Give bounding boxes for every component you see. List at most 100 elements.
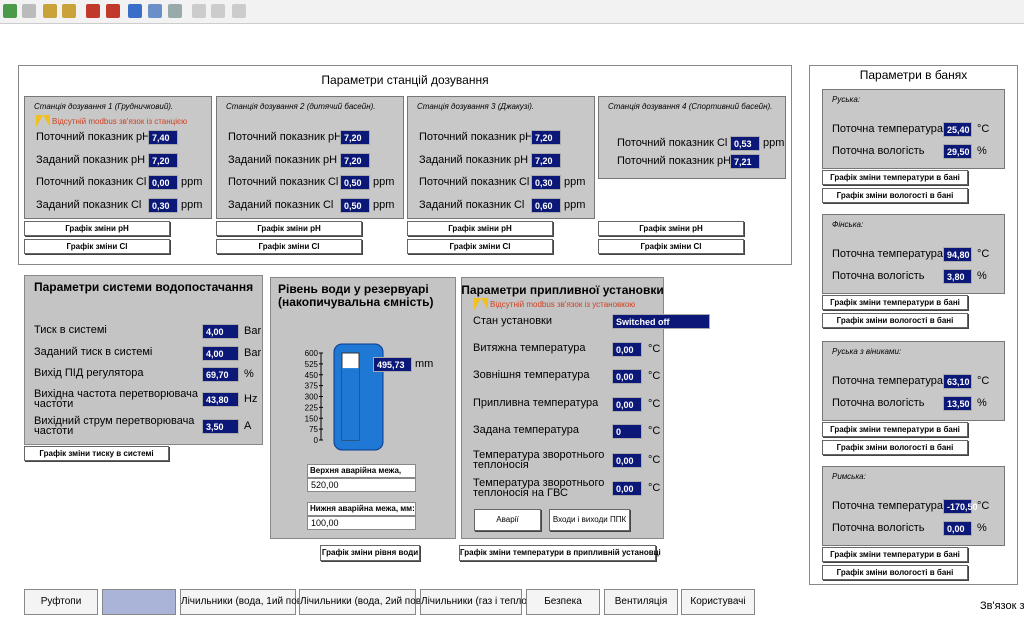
field-value: 0,30 <box>531 175 561 190</box>
field-value: 63,10 <box>943 374 972 389</box>
field-value: 0,00 <box>148 175 178 190</box>
field-value: 0,00 <box>943 521 972 536</box>
chart-button[interactable]: Графік зміни вологості в бані <box>822 565 968 580</box>
field-value: 7,20 <box>148 152 178 168</box>
icon[interactable] <box>106 4 120 18</box>
warning-text: Відсутній modbus зв'язок із станцією <box>52 117 188 126</box>
panel-title: Параметри в банях <box>859 68 968 82</box>
chart-button[interactable]: Графік зміни температури в припливній ус… <box>459 545 661 561</box>
field-label: Поточна температура <box>832 248 943 260</box>
field-unit: °C <box>648 482 661 494</box>
field-unit: Hz <box>244 393 258 405</box>
field-label: Температура зворотнього теплоносія <box>473 449 605 471</box>
icon[interactable] <box>128 4 142 18</box>
field-value: Switched off <box>612 314 710 329</box>
field-label: Заданий показник pH <box>419 153 529 166</box>
field-label: Поточна вологість <box>832 397 925 409</box>
field-unit: Bar <box>244 325 262 337</box>
limit-label: Нижня аварійна межа, мм: <box>307 502 416 516</box>
chart-button[interactable]: Графік зміни Cl <box>598 239 744 254</box>
field-unit: % <box>977 397 987 409</box>
icon[interactable] <box>192 4 206 18</box>
status-text: Зв'язок з <box>980 600 1024 612</box>
chart-button[interactable]: Графік зміни вологості в бані <box>822 313 968 328</box>
icon[interactable] <box>86 4 100 18</box>
icon[interactable] <box>3 4 17 18</box>
nav-button[interactable]: Лічильники (газ і тепло) <box>420 589 530 615</box>
icon[interactable] <box>148 4 162 18</box>
field-value: 43,80 <box>202 392 239 407</box>
nav-button[interactable]: Руфтопи <box>24 589 98 615</box>
chart-button[interactable]: Графік зміни температури в бані <box>822 170 968 185</box>
field-label: Вихід ПІД регулятора <box>34 367 144 379</box>
field-value: 7,20 <box>531 130 561 145</box>
warning-icon <box>474 298 488 310</box>
bath-box <box>822 341 1005 421</box>
field-value: 29,50 <box>943 144 972 159</box>
action-button[interactable]: Аварії <box>474 509 541 531</box>
field-unit: °C <box>977 123 990 135</box>
station-title: Станція дозування 3 (Джакузі). <box>417 102 535 111</box>
icon[interactable] <box>62 4 76 18</box>
chart-button[interactable]: Графік зміни pH <box>598 221 744 236</box>
warning-text: Відсутній modbus зв'язок із установкою <box>490 300 636 309</box>
chart-button[interactable]: Графік зміни вологості в бані <box>822 440 968 455</box>
chart-button[interactable]: Графік зміни вологості в бані <box>822 188 968 203</box>
nav-button[interactable]: Лічильники (вода, 2ий пов.) <box>299 589 427 615</box>
chart-button[interactable]: Графік зміни рівня води <box>320 545 420 561</box>
action-button[interactable]: Входи і виходи ППК <box>549 509 630 531</box>
limit-value: 520,00 <box>307 478 416 492</box>
station-title: Станція дозування 4 (Спортивний басейн). <box>608 102 773 111</box>
chart-button[interactable]: Графік зміни Cl <box>216 239 362 254</box>
field-label: Заданий показник Cl <box>36 198 142 211</box>
field-label: Стан установки <box>473 315 553 327</box>
panel-title: Параметри припливної установки <box>461 283 664 297</box>
field-value: 7,20 <box>531 152 561 168</box>
field-value: 0,00 <box>612 397 642 412</box>
field-label: Поточна вологість <box>832 145 925 157</box>
icon[interactable] <box>22 4 36 18</box>
chart-button[interactable]: Графік зміни температури в бані <box>822 295 968 310</box>
field-value: 0,50 <box>340 175 370 190</box>
field-value: 0,60 <box>531 197 561 213</box>
nav-button[interactable]: Безпека <box>526 589 600 615</box>
field-label: Заданий тиск в системі <box>34 346 153 358</box>
station-box <box>407 96 595 219</box>
nav-button[interactable] <box>102 589 176 615</box>
chart-button[interactable]: Графік зміни Cl <box>24 239 170 254</box>
field-unit: % <box>977 145 987 157</box>
field-value: 0,00 <box>612 369 642 384</box>
field-label: Температура зворотнього теплоносія на ГВ… <box>473 477 605 499</box>
chart-button[interactable]: Графік зміни температури в бані <box>822 547 968 562</box>
field-label: Поточний показник Cl <box>228 176 339 188</box>
field-label: Поточний показник pH <box>419 131 534 143</box>
nav-button[interactable]: Вентиляція <box>604 589 678 615</box>
chart-button[interactable]: Графік зміни pH <box>216 221 362 236</box>
warning-icon <box>36 115 50 127</box>
icon[interactable] <box>211 4 225 18</box>
field-label: Поточний показник Cl <box>36 176 147 188</box>
chart-button[interactable]: Графік зміни Cl <box>407 239 553 254</box>
nav-button[interactable]: Лічильники (вода, 1ий пов.) <box>180 589 308 615</box>
chart-button[interactable]: Графік зміни температури в бані <box>822 422 968 437</box>
chart-button[interactable]: Графік зміни pH <box>407 221 553 236</box>
icon[interactable] <box>232 4 246 18</box>
level-unit: mm <box>415 358 434 370</box>
bath-box <box>822 214 1005 294</box>
field-value: 0,50 <box>340 197 370 213</box>
chart-button[interactable]: Графік зміни тиску в системі <box>24 446 169 461</box>
field-label: Поточний показник pH <box>36 131 151 143</box>
field-value: 7,20 <box>340 152 370 168</box>
field-label: Поточний показник Cl <box>617 137 728 149</box>
nav-button[interactable]: Користувачі <box>681 589 755 615</box>
station-box <box>216 96 404 219</box>
icon[interactable] <box>168 4 182 18</box>
field-value: 0,53 <box>730 136 760 151</box>
chart-button[interactable]: Графік зміни pH <box>24 221 170 236</box>
icon[interactable] <box>43 4 57 18</box>
field-label: Заданий показник pH <box>36 153 146 166</box>
panel-title: Рівень води у резервуарі (накопичувальна… <box>278 282 434 309</box>
station-title: Станція дозування 1 (Грудничковий). <box>34 102 174 111</box>
field-label: Поточна вологість <box>832 522 925 534</box>
